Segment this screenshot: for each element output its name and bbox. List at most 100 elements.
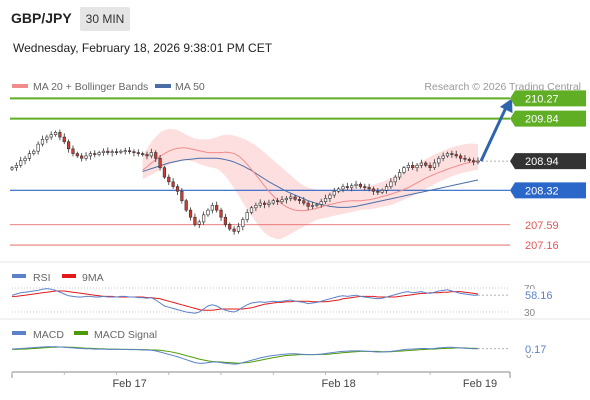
time-tick-label: Feb 18 — [322, 378, 356, 390]
candle — [141, 153, 145, 155]
legend-label-ma50: MA 50 — [175, 81, 205, 93]
credit-text: Research © 2026 Trading Central — [424, 81, 581, 93]
legend-swatch-macd — [12, 331, 26, 335]
candle — [154, 152, 158, 159]
candle — [463, 157, 467, 160]
candle — [114, 151, 119, 153]
time-tick-label: Feb 19 — [463, 378, 497, 390]
candle — [136, 152, 140, 154]
candle — [284, 198, 288, 201]
candle — [236, 226, 241, 232]
rsi-line — [11, 288, 479, 314]
candle — [32, 150, 36, 154]
candle — [58, 132, 62, 138]
candle — [428, 165, 432, 168]
candle — [49, 134, 53, 138]
legend-swatch-ma50 — [155, 84, 171, 88]
candle — [306, 202, 310, 207]
bollinger-band-area — [142, 129, 478, 240]
legend-swatch-rsi-ma — [62, 274, 76, 278]
candle — [450, 153, 454, 155]
candle — [36, 143, 40, 152]
candle — [180, 190, 184, 202]
candle — [341, 186, 345, 190]
candle — [315, 204, 319, 206]
candle — [323, 198, 328, 202]
macd-line — [11, 346, 478, 365]
price-tag-label: 209.84 — [525, 114, 559, 126]
legend-label-macd: MACD — [33, 329, 64, 341]
legend-label-macd-signal: MACD Signal — [94, 329, 157, 341]
candle — [206, 209, 210, 216]
candle — [376, 190, 380, 193]
candle — [276, 200, 280, 203]
candle — [175, 186, 180, 192]
candle — [127, 150, 132, 153]
candle — [389, 181, 393, 187]
rsi-tick-label: 30 — [524, 308, 536, 319]
candle — [419, 162, 423, 166]
candle — [210, 205, 214, 211]
candle — [262, 202, 267, 205]
candle — [393, 176, 397, 183]
candle — [193, 216, 197, 225]
candle — [332, 190, 336, 196]
candle — [424, 162, 428, 166]
candle — [354, 183, 358, 186]
candle — [188, 209, 193, 218]
candle — [45, 136, 49, 140]
candle — [80, 155, 84, 159]
candle — [149, 152, 153, 157]
price-label: 207.16 — [525, 240, 559, 252]
legend-swatch-macd-signal — [74, 331, 88, 335]
candle — [202, 214, 206, 223]
candle — [162, 167, 167, 178]
macd-value-label: 0.17 — [525, 344, 546, 356]
candle — [84, 155, 88, 159]
candle — [367, 187, 371, 190]
candle — [467, 158, 471, 161]
candle — [145, 154, 149, 157]
candle — [363, 186, 367, 188]
candle — [228, 223, 232, 230]
candle — [88, 153, 92, 157]
candle — [280, 199, 284, 202]
candle — [310, 205, 315, 207]
legend-swatch-rsi — [12, 274, 26, 278]
candle — [23, 157, 27, 161]
candle — [384, 186, 389, 191]
candle — [53, 132, 58, 135]
candle — [158, 157, 162, 168]
candle — [319, 201, 323, 205]
candle — [197, 221, 201, 225]
candle — [245, 212, 249, 220]
candle — [411, 165, 415, 168]
candle — [219, 209, 223, 218]
ma20-line — [142, 147, 479, 212]
candle — [132, 151, 136, 153]
price-tag — [510, 110, 586, 127]
candle — [106, 150, 110, 153]
candle — [10, 167, 14, 170]
candle — [328, 194, 332, 199]
forecast-arrow-shaft — [479, 104, 509, 162]
candle — [297, 198, 302, 202]
candle — [371, 188, 376, 192]
candle — [406, 165, 410, 168]
candle — [19, 160, 23, 166]
legend-label-rsi-ma: 9MA — [82, 272, 104, 284]
candle — [14, 165, 18, 168]
symbol-title: GBP/JPY — [11, 10, 72, 26]
candle — [445, 153, 450, 157]
candle — [458, 155, 463, 159]
timeframe-button[interactable]: 30 MIN — [80, 7, 130, 31]
candle — [337, 188, 341, 192]
macd-value-bg — [522, 342, 548, 355]
legend-label-bollinger: MA 20 + Bollinger Bands — [33, 81, 148, 93]
price-tag — [510, 182, 586, 199]
candle — [71, 148, 75, 154]
candle — [267, 202, 271, 205]
rsi-ma-line — [12, 290, 479, 311]
chart-header: GBP/JPY 30 MIN — [0, 0, 590, 36]
macd-tick-label: 0 — [526, 350, 532, 361]
